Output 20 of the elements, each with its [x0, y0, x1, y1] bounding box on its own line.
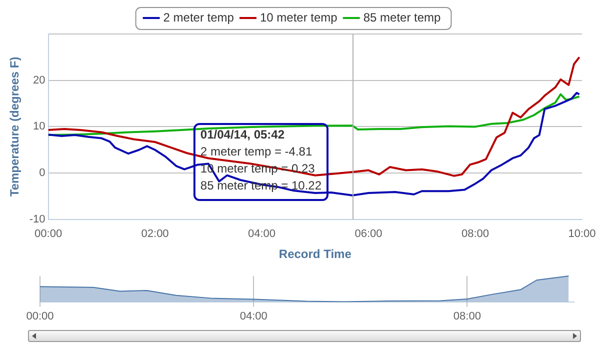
x-axis-title: Record Time	[278, 247, 352, 262]
y-tick-label: 0	[39, 167, 46, 180]
x-tick-label: 10:00	[568, 228, 596, 240]
legend-label: 10 meter temp	[260, 10, 338, 24]
x-tick-label: 02:00	[141, 228, 169, 240]
x-tick-label: 00:00	[26, 310, 54, 322]
annotation: 01/04/14, 05:42	[200, 127, 285, 142]
x-tick-label: 08:00	[461, 228, 490, 240]
x-tick-label: 08:00	[453, 310, 481, 322]
y-axis-title: Temperature (degrees F)	[8, 56, 22, 197]
x-tick-label: 06:00	[354, 228, 382, 240]
y-tick-label: 20	[33, 74, 46, 86]
annotation: 2 meter temp = -4.81	[200, 144, 312, 158]
legend-label: 2 meter temp	[163, 10, 234, 24]
y-tick-label: 10	[33, 120, 46, 133]
x-tick-label: 04:00	[240, 310, 268, 322]
y-tick-label: -10	[29, 213, 46, 226]
legend-label: 85 meter temp	[363, 10, 442, 24]
x-tick-label: 00:00	[34, 228, 62, 240]
x-tick-label: 04:00	[248, 228, 276, 240]
